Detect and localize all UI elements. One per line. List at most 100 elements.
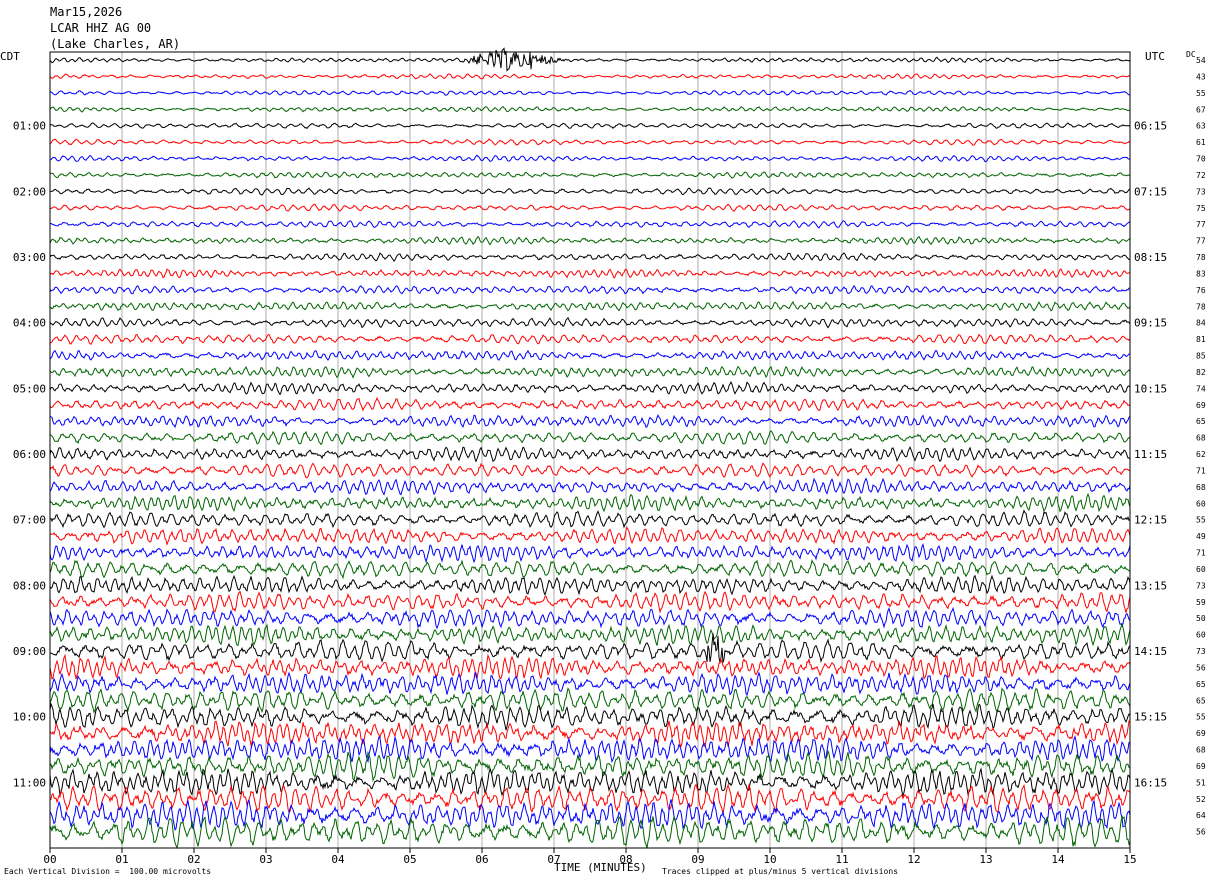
- dc-offset-label: 69: [1196, 762, 1206, 771]
- left-hour-label: 10:00: [13, 711, 46, 724]
- location-label: (Lake Charles, AR): [50, 37, 181, 51]
- dc-offset-label: 83: [1196, 269, 1206, 278]
- seismic-trace: [49, 105, 1131, 113]
- seismic-trace: [49, 349, 1131, 361]
- right-hour-label: 08:15: [1134, 251, 1167, 264]
- dc-offset-label: 63: [1196, 122, 1206, 131]
- dc-offset-label: 71: [1196, 549, 1206, 558]
- seismic-trace: [49, 622, 1131, 647]
- dc-offset-label: 60: [1196, 565, 1206, 574]
- minute-grid: [121, 52, 1059, 848]
- x-tick-label: 15: [1123, 853, 1136, 866]
- dc-offset-label: 65: [1196, 696, 1206, 705]
- dc-offset-label: 50: [1196, 614, 1206, 623]
- seismic-trace: [49, 526, 1131, 546]
- dc-offset-label: 84: [1196, 319, 1206, 328]
- dc-offset-label: 74: [1196, 384, 1206, 393]
- seismic-trace: [49, 122, 1131, 130]
- seismic-trace: [49, 430, 1131, 446]
- dc-offset-label: 73: [1196, 647, 1206, 656]
- dc-offset-label: 70: [1196, 155, 1206, 164]
- dc-offset-label: 71: [1196, 466, 1206, 475]
- dc-offset-label: 73: [1196, 187, 1206, 196]
- left-hour-label: 07:00: [13, 514, 46, 527]
- seismic-trace: [49, 702, 1131, 731]
- dc-header-label: DC: [1186, 50, 1196, 59]
- seismic-trace: [49, 365, 1131, 379]
- seismic-trace: [49, 235, 1131, 246]
- seismic-trace: [49, 477, 1131, 496]
- seismic-trace: [49, 316, 1131, 329]
- x-tick-label: 04: [331, 853, 345, 866]
- seismic-trace: [49, 154, 1131, 163]
- x-tick-label: 12: [907, 853, 920, 866]
- seismic-trace: [49, 413, 1131, 429]
- dc-offset-label: 56: [1196, 828, 1206, 837]
- dc-offset-label: 54: [1196, 56, 1206, 65]
- dc-offset-label: 64: [1196, 811, 1206, 820]
- trace-group: [49, 47, 1131, 850]
- seismic-trace: [50, 203, 1131, 212]
- seismic-trace: [49, 445, 1131, 463]
- x-axis-label: TIME (MINUTES): [554, 861, 647, 874]
- x-tick-label: 10: [763, 853, 776, 866]
- seismic-trace: [49, 333, 1131, 346]
- dc-offset-label: 73: [1196, 581, 1206, 590]
- seismic-trace: [49, 252, 1130, 262]
- left-hour-label: 03:00: [13, 251, 46, 264]
- dc-offset-label: 68: [1196, 483, 1206, 492]
- dc-offset-label: 61: [1196, 138, 1206, 147]
- dc-offset-label: 68: [1196, 746, 1206, 755]
- seismic-trace: [49, 814, 1131, 850]
- left-hour-labels: 01:00 02:00 03:00 04:00 05:00 06:00 07:00 08:00…: [13, 120, 46, 790]
- right-hour-label: 14:15: [1134, 645, 1167, 658]
- x-tick-label: 01: [115, 853, 128, 866]
- left-hour-label: 05:00: [13, 382, 46, 395]
- seismic-trace: [49, 89, 1131, 96]
- seismic-trace: [49, 653, 1131, 681]
- dc-offset-label: 69: [1196, 729, 1206, 738]
- seismic-trace: [49, 633, 1131, 664]
- dc-offset-label: 43: [1196, 72, 1206, 81]
- dc-offset-label: 65: [1196, 417, 1206, 426]
- x-tick-label: 00: [43, 853, 56, 866]
- dc-offset-label: 62: [1196, 450, 1206, 459]
- right-hour-label: 12:15: [1134, 514, 1167, 527]
- x-tick-group: 00 01 02 03 04 05 06 07 08 09 10 11 12 13 14 15: [43, 848, 1137, 866]
- dc-offset-label: 78: [1196, 253, 1206, 262]
- seismic-trace: [49, 220, 1131, 229]
- seismic-trace: [49, 47, 1131, 72]
- left-hour-label: 02:00: [13, 185, 46, 198]
- dc-offset-label: 75: [1196, 204, 1206, 213]
- scale-note: Each Vertical Division = 100.00 microvol…: [4, 867, 212, 876]
- seismic-trace: [49, 783, 1131, 814]
- station-label: LCAR HHZ AG 00: [50, 21, 152, 35]
- x-tick-label: 05: [403, 853, 416, 866]
- dc-offset-label: 56: [1196, 663, 1206, 672]
- seismic-trace: [49, 590, 1131, 614]
- x-tick-label: 11: [835, 853, 848, 866]
- x-tick-label: 09: [691, 853, 704, 866]
- left-hour-label: 04:00: [13, 317, 46, 330]
- dc-offset-label: 81: [1196, 335, 1206, 344]
- seismic-trace: [49, 396, 1131, 412]
- right-hour-label: 06:15: [1134, 120, 1167, 133]
- seismic-trace: [49, 767, 1131, 798]
- seismic-trace: [49, 749, 1131, 783]
- seismic-trace: [49, 187, 1131, 196]
- clip-note: Traces clipped at plus/minus 5 vertical …: [662, 867, 899, 876]
- dc-offset-label: 77: [1196, 237, 1206, 246]
- left-hour-label: 01:00: [13, 120, 46, 133]
- dc-offset-label: 60: [1196, 631, 1206, 640]
- seismic-trace: [49, 606, 1131, 630]
- dc-offset-label: 69: [1196, 401, 1206, 410]
- dc-offset-label: 49: [1196, 532, 1206, 541]
- dc-offset-label: 78: [1196, 302, 1206, 311]
- left-hour-label: 08:00: [13, 579, 46, 592]
- dc-offset-label: 51: [1196, 778, 1206, 787]
- seismic-trace: [49, 138, 1131, 146]
- dc-offset-label: 65: [1196, 680, 1206, 689]
- x-tick-label: 03: [259, 853, 272, 866]
- right-hour-label: 09:15: [1134, 317, 1167, 330]
